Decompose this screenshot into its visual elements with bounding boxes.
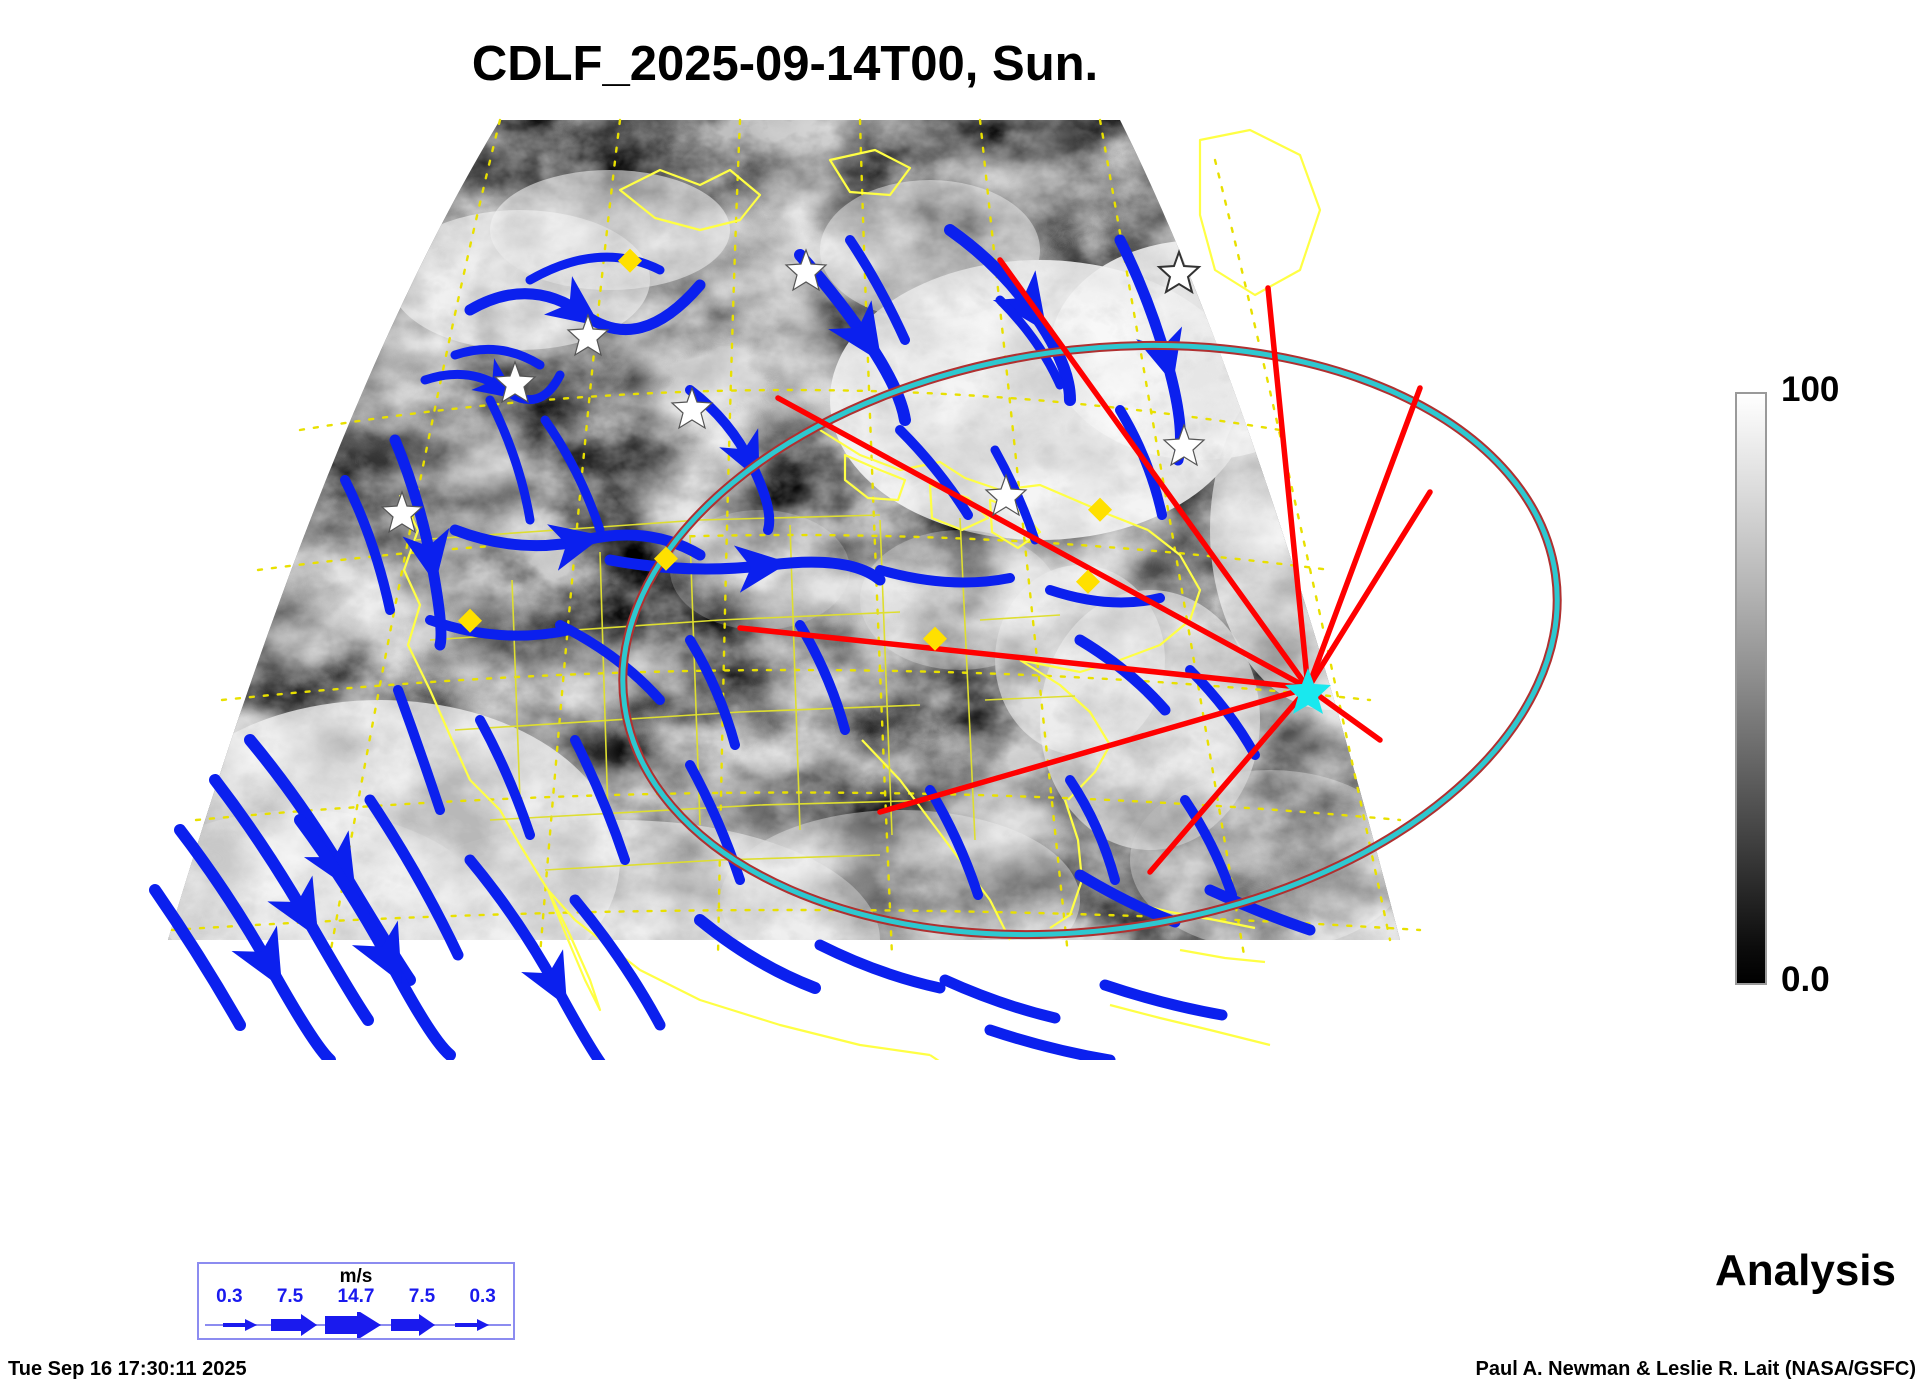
diamond-marker: [457, 608, 483, 633]
footer-timestamp: Tue Sep 16 17:30:11 2025: [8, 1358, 247, 1380]
wind-legend-values: 0.3 7.5 14.7 7.5 0.3: [199, 1286, 513, 1308]
star-marker: [566, 313, 610, 357]
flight-radial: [877, 685, 1311, 815]
wind-legend-arrow-scale: [205, 1312, 511, 1338]
flight-radial: [1305, 685, 1383, 743]
wind-legend-value: 7.5: [276, 1286, 304, 1307]
star-marker: [380, 490, 424, 534]
wind-legend-value: 7.5: [408, 1286, 436, 1307]
star-marker: [493, 360, 537, 404]
star-marker: [1162, 423, 1206, 467]
flight-radial: [1147, 685, 1311, 875]
star-marker: [984, 473, 1028, 517]
flight-track-radials: [737, 257, 1433, 875]
wind-legend-value: 14.7: [337, 1286, 375, 1307]
map-canvas[interactable]: [0, 100, 1580, 1060]
star-marker-outline: [1156, 249, 1202, 295]
diamond-marker: [1075, 569, 1101, 594]
hub-star-marker: [1285, 668, 1331, 714]
footer-credit: Paul A. Newman & Leslie R. Lait (NASA/GS…: [1475, 1358, 1916, 1380]
flight-radial: [1305, 489, 1433, 691]
star-marker: [784, 248, 828, 292]
colorbar-max-label: 100: [1781, 370, 1840, 409]
wind-legend-unit-label: m/s: [339, 1266, 373, 1287]
map-panel[interactable]: [0, 100, 1580, 1060]
page-title: CDLF_2025-09-14T00, Sun.: [471, 37, 1099, 91]
wind-streamlines: [149, 224, 1316, 1060]
wind-speed-legend: m/s 0.3 7.5 14.7 7.5 0.3: [197, 1262, 515, 1340]
star-marker: [670, 386, 714, 430]
range-ring: [618, 340, 1562, 940]
flight-radial: [1265, 285, 1311, 691]
wind-legend-value: 0.3: [469, 1286, 496, 1307]
flight-radial: [997, 257, 1311, 691]
colorbar-min-label: 0.0: [1781, 960, 1830, 999]
flight-radial: [775, 395, 1311, 691]
diamond-marker: [1087, 497, 1113, 522]
analysis-label: Analysis: [1715, 1246, 1896, 1295]
colorbar: 100 0.0: [1735, 370, 1925, 999]
wind-legend-value: 0.3: [216, 1286, 243, 1307]
flight-radial: [1305, 385, 1423, 691]
flight-radial: [737, 625, 1311, 691]
station-markers: [380, 248, 1331, 714]
colorbar-gradient: [1735, 392, 1767, 985]
